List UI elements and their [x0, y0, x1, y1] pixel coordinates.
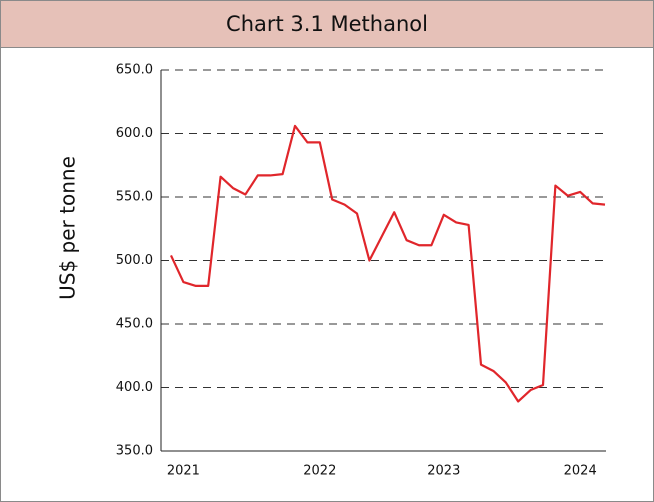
x-tick-label: 2021 [167, 464, 200, 479]
y-tick-label: 550.0 [116, 190, 153, 205]
x-tick-label: 2023 [427, 464, 460, 479]
y-tick-label: 350.0 [116, 444, 153, 459]
data-line [170, 124, 606, 403]
chart: US$ per tonne 350.0 400.0 450.0 500.0 550.0 6… [56, 63, 606, 479]
y-tick-label: 450.0 [116, 317, 153, 332]
y-tick-label: 650.0 [116, 63, 153, 78]
chart-title: Chart 3.1 Methanol [1, 1, 653, 48]
x-tick-label: 2024 [564, 464, 597, 479]
y-axis-title: US$ per tonne [56, 156, 80, 300]
y-tick-label: 400.0 [116, 380, 153, 395]
y-tick-label: 600.0 [116, 126, 153, 141]
x-tick-label: 2022 [303, 464, 336, 479]
y-tick-label: 500.0 [116, 253, 153, 268]
